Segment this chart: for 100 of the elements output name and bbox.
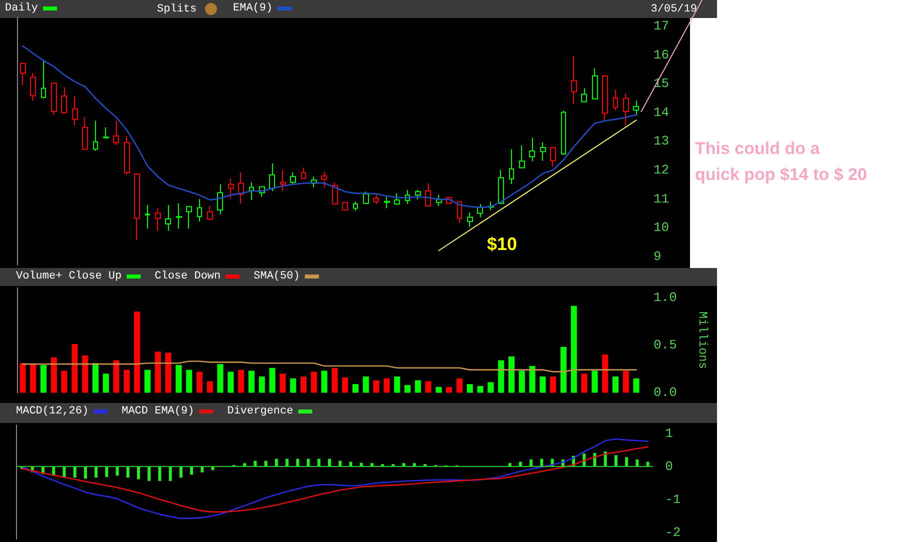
candlestick — [176, 202, 182, 229]
candlestick — [155, 208, 161, 232]
bar — [518, 370, 525, 393]
bar — [190, 466, 194, 475]
bar — [436, 386, 442, 393]
candlestick — [509, 148, 514, 185]
bar — [446, 386, 452, 393]
candlestick — [321, 171, 327, 188]
candlestick — [30, 72, 36, 102]
bar — [384, 378, 390, 393]
bar — [306, 458, 310, 466]
y-tick-label: 0 — [665, 458, 673, 474]
bar — [228, 372, 234, 393]
candlestick — [134, 174, 140, 240]
legend-label: Daily — [4, 2, 38, 14]
line-series — [21, 438, 648, 520]
candlestick — [217, 184, 223, 215]
bar — [82, 355, 88, 393]
bar — [614, 455, 618, 466]
legend-label: Close Down — [154, 270, 221, 282]
bar — [332, 368, 338, 393]
candlestick — [415, 189, 421, 200]
candlestick — [342, 202, 348, 211]
candlestick — [186, 206, 192, 229]
legend-label: Volume+ Close Up — [16, 270, 122, 282]
bar — [317, 458, 320, 466]
legend-label: EMA(9) — [233, 2, 273, 14]
bar — [625, 457, 628, 466]
bar — [352, 384, 358, 393]
candlestick — [124, 136, 130, 176]
bar — [362, 376, 369, 393]
bar — [550, 376, 556, 393]
bar — [274, 458, 278, 466]
candlestick — [51, 82, 57, 116]
candlestick — [540, 142, 546, 162]
candlestick — [529, 137, 535, 162]
bar — [144, 370, 150, 393]
bar — [636, 459, 639, 466]
candlestick — [457, 201, 462, 224]
candlestick — [363, 191, 369, 204]
bar — [286, 458, 289, 466]
bar — [592, 370, 598, 393]
candlestick — [228, 178, 234, 199]
bar — [612, 376, 618, 393]
bar — [94, 466, 98, 478]
bar — [425, 381, 432, 393]
bar — [217, 364, 224, 393]
y-tick-label: 17 — [654, 18, 670, 34]
text: This could do a — [695, 139, 820, 158]
bar — [165, 352, 172, 393]
candlestick — [592, 68, 598, 100]
bar — [179, 466, 182, 478]
bar — [61, 370, 68, 393]
bar — [477, 386, 484, 393]
bar — [200, 466, 204, 472]
candlestick — [613, 89, 618, 111]
bar — [280, 374, 286, 393]
candlestick — [290, 172, 296, 186]
text: quick pop $14 to $ 20 — [695, 165, 867, 184]
candlestick — [581, 88, 587, 102]
bar — [116, 466, 119, 476]
bar — [530, 459, 533, 466]
candlestick — [280, 170, 286, 192]
y-tick-label: 1.0 — [654, 290, 677, 305]
bar — [176, 365, 182, 393]
y-tick-label: 14 — [654, 104, 670, 120]
bar — [73, 466, 76, 478]
candlestick — [61, 86, 67, 114]
candlestick — [269, 162, 275, 192]
bar — [196, 372, 202, 393]
candlestick — [477, 203, 483, 218]
text: Splits — [157, 4, 197, 16]
candlestick — [238, 172, 244, 204]
bar — [622, 370, 629, 393]
candlestick — [353, 201, 358, 212]
candlestick — [425, 182, 431, 206]
bar — [158, 466, 162, 481]
bar — [254, 460, 257, 466]
y-tick-label: 16 — [654, 47, 670, 62]
bar — [310, 372, 317, 393]
bar — [328, 458, 331, 466]
y-tick-label: -1 — [665, 492, 681, 507]
bar — [633, 378, 640, 393]
candlestick — [633, 100, 639, 116]
candlestick — [498, 170, 504, 204]
bar — [186, 370, 192, 393]
candlestick — [561, 110, 566, 156]
candlestick — [103, 126, 109, 139]
candlestick — [332, 182, 338, 204]
legend-label: Divergence — [227, 406, 294, 418]
bar — [168, 466, 172, 481]
y-tick-label: 11 — [654, 191, 670, 206]
bar — [126, 466, 130, 478]
bar — [248, 370, 254, 393]
line-series — [21, 446, 648, 513]
bar — [540, 458, 544, 466]
bar — [238, 370, 244, 393]
bar — [321, 370, 328, 393]
y-tick-label: 1 — [665, 426, 674, 441]
candlestick — [602, 75, 608, 120]
